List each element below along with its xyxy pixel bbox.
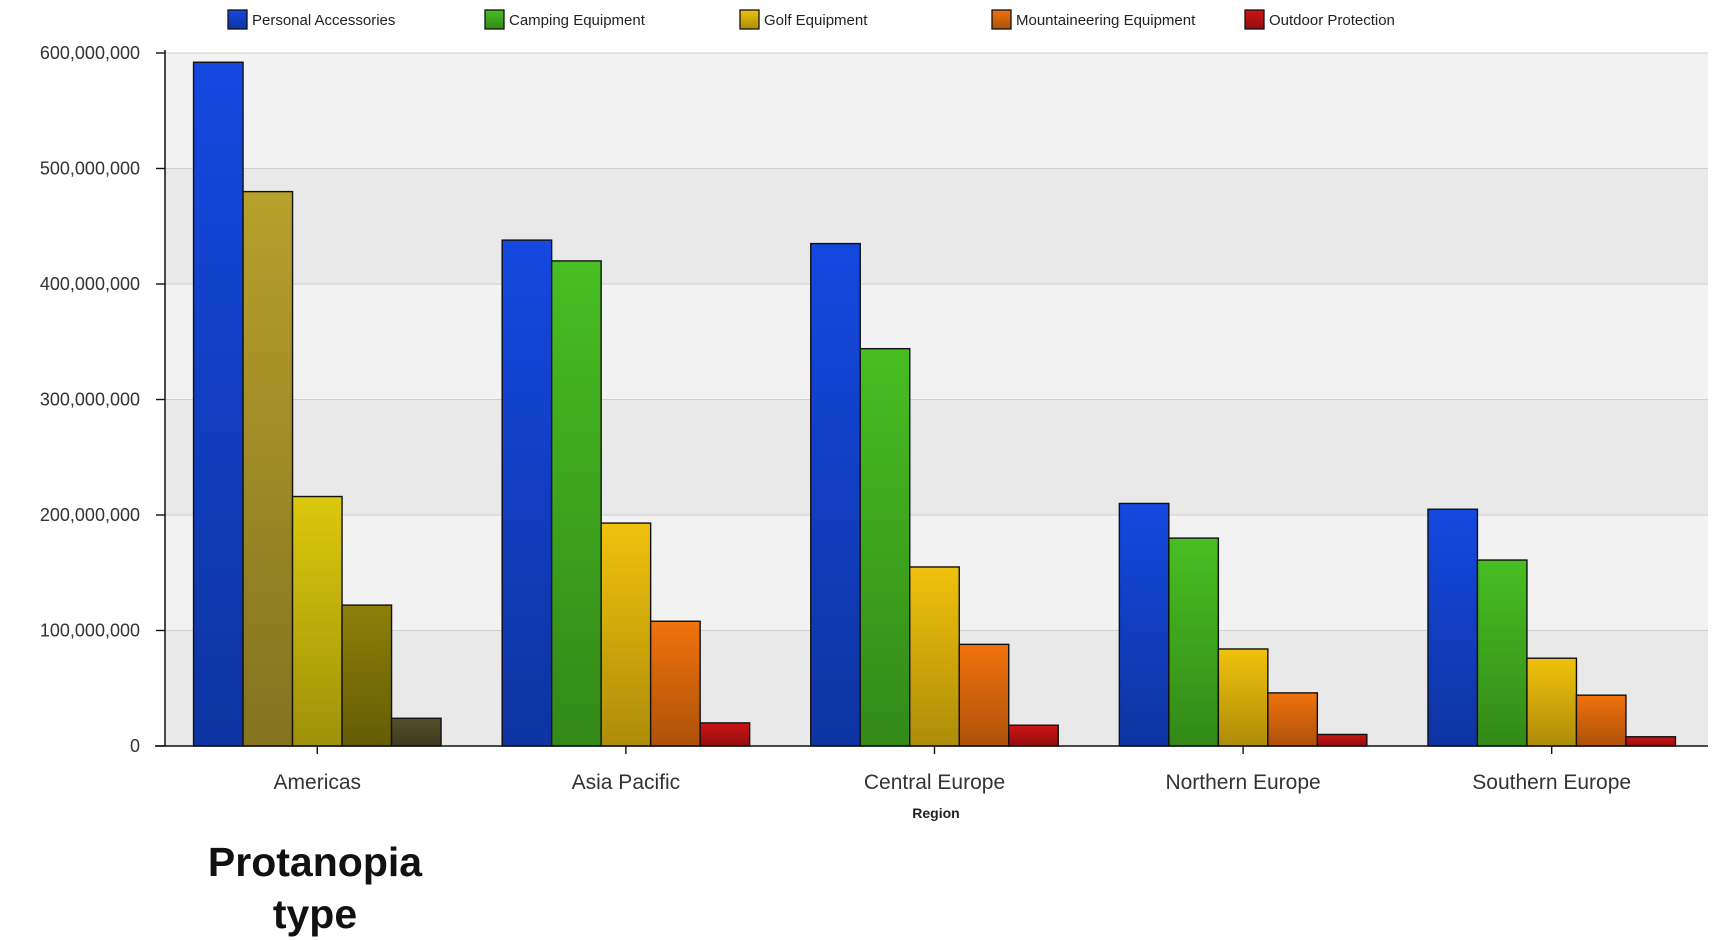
- legend-swatch: [484, 9, 505, 30]
- bar-4-4[interactable]: [1625, 736, 1677, 747]
- bar-0-0[interactable]: [192, 61, 244, 747]
- caption-line-2: type: [272, 891, 358, 937]
- bar-2-4[interactable]: [1008, 724, 1059, 747]
- plot-band: [165, 399, 1708, 515]
- legend-label: Outdoor Protection: [1269, 12, 1395, 29]
- bar-3-0[interactable]: [1118, 502, 1170, 747]
- legend-swatch: [991, 9, 1012, 30]
- legend[interactable]: Personal Accessories Camping Equipment Gol…: [227, 9, 1395, 30]
- x-tick-label: Southern Europe: [1472, 771, 1631, 794]
- bar-2-1[interactable]: [859, 347, 911, 747]
- legend-item-2[interactable]: Golf Equipment: [739, 9, 868, 30]
- bar-3-3[interactable]: [1267, 692, 1319, 747]
- bar-3-4[interactable]: [1316, 733, 1368, 747]
- y-tick-label: 0: [130, 736, 140, 756]
- x-tick-label: Asia Pacific: [572, 771, 681, 794]
- bar-4-2[interactable]: [1526, 657, 1578, 747]
- legend-label: Personal Accessories: [252, 12, 395, 29]
- bar-4-1[interactable]: [1476, 559, 1528, 747]
- bar-2-0[interactable]: [810, 242, 861, 747]
- x-tick-label: Americas: [274, 771, 362, 794]
- bar-2-2[interactable]: [909, 566, 960, 747]
- legend-item-4[interactable]: Outdoor Protection: [1244, 9, 1395, 30]
- bars: [192, 61, 1677, 747]
- bar-0-2[interactable]: [291, 495, 343, 747]
- y-tick-label: 300,000,000: [40, 390, 140, 410]
- legend-label: Mountaineering Equipment: [1016, 12, 1196, 29]
- caption-line-1: Protanopia: [207, 839, 423, 885]
- bar-0-3[interactable]: [341, 604, 393, 747]
- legend-label: Camping Equipment: [509, 12, 646, 29]
- x-axis-label: Region: [912, 805, 959, 821]
- y-tick-label: 200,000,000: [40, 505, 140, 525]
- bar-0-1[interactable]: [242, 190, 294, 747]
- bar-4-0[interactable]: [1427, 508, 1479, 747]
- bar-3-2[interactable]: [1217, 648, 1269, 747]
- axes: [155, 50, 1708, 754]
- bar-0-4[interactable]: [390, 717, 442, 747]
- x-tick-label: Northern Europe: [1165, 771, 1320, 794]
- y-axis-tick-labels: 0 100,000,000 200,000,000 300,000,000 400,00…: [40, 43, 140, 756]
- legend-item-0[interactable]: Personal Accessories: [227, 9, 395, 30]
- bar-3-1[interactable]: [1168, 537, 1220, 747]
- plot-band: [165, 53, 1708, 169]
- bar-4-3[interactable]: [1575, 694, 1627, 747]
- legend-swatch: [227, 9, 248, 30]
- chart-caption: Protanopia type: [150, 836, 480, 940]
- plot-band: [165, 284, 1708, 400]
- legend-swatch: [739, 9, 760, 30]
- y-tick-label: 100,000,000: [40, 621, 140, 641]
- plot-band: [165, 168, 1708, 284]
- bar-1-4[interactable]: [699, 722, 751, 747]
- y-tick-label: 500,000,000: [40, 159, 140, 179]
- bar-2-3[interactable]: [958, 643, 1010, 747]
- legend-swatch: [1244, 9, 1265, 30]
- bar-1-1[interactable]: [550, 260, 602, 747]
- y-tick-label: 400,000,000: [40, 274, 140, 294]
- bar-1-0[interactable]: [501, 239, 553, 747]
- x-axis-tick-labels: Americas Asia Pacific Central Europe Northe…: [274, 771, 1632, 794]
- gridlines: [165, 52, 1708, 631]
- legend-item-3[interactable]: Mountaineering Equipment: [991, 9, 1196, 30]
- legend-label: Golf Equipment: [764, 12, 868, 29]
- x-tick-label: Central Europe: [864, 771, 1005, 794]
- bar-1-2[interactable]: [600, 522, 652, 747]
- bar-1-3[interactable]: [649, 620, 701, 747]
- legend-item-1[interactable]: Camping Equipment: [484, 9, 646, 30]
- y-tick-label: 600,000,000: [40, 43, 140, 63]
